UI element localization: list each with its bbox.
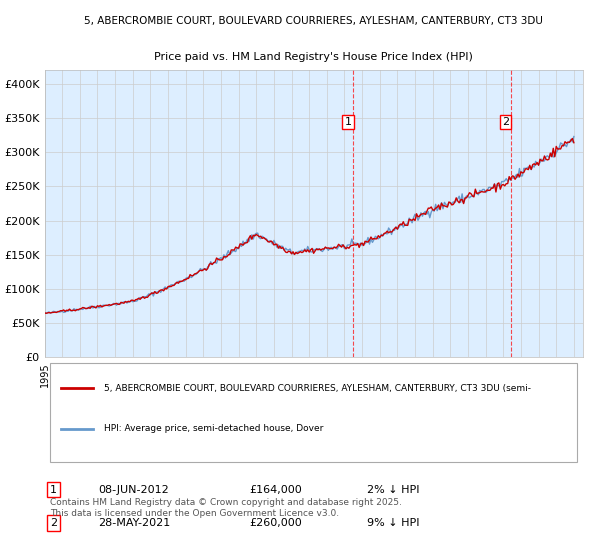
- Text: 2: 2: [502, 117, 509, 127]
- Text: HPI: Average price, semi-detached house, Dover: HPI: Average price, semi-detached house,…: [104, 424, 323, 433]
- Text: 1: 1: [50, 484, 57, 494]
- Text: 5, ABERCROMBIE COURT, BOULEVARD COURRIERES, AYLESHAM, CANTERBURY, CT3 3DU: 5, ABERCROMBIE COURT, BOULEVARD COURRIER…: [84, 16, 543, 26]
- Text: Contains HM Land Registry data © Crown copyright and database right 2025.
This d: Contains HM Land Registry data © Crown c…: [50, 498, 402, 518]
- Text: Price paid vs. HM Land Registry's House Price Index (HPI): Price paid vs. HM Land Registry's House …: [154, 52, 473, 62]
- Text: 1: 1: [344, 117, 352, 127]
- Text: 5, ABERCROMBIE COURT, BOULEVARD COURRIERES, AYLESHAM, CANTERBURY, CT3 3DU (semi-: 5, ABERCROMBIE COURT, BOULEVARD COURRIER…: [104, 384, 531, 393]
- Text: 2% ↓ HPI: 2% ↓ HPI: [367, 484, 420, 494]
- Text: £164,000: £164,000: [249, 484, 302, 494]
- FancyBboxPatch shape: [50, 363, 577, 462]
- Text: 2: 2: [50, 518, 57, 528]
- Text: 9% ↓ HPI: 9% ↓ HPI: [367, 518, 420, 528]
- Text: 28-MAY-2021: 28-MAY-2021: [98, 518, 170, 528]
- Text: 08-JUN-2012: 08-JUN-2012: [98, 484, 169, 494]
- Text: £260,000: £260,000: [249, 518, 302, 528]
